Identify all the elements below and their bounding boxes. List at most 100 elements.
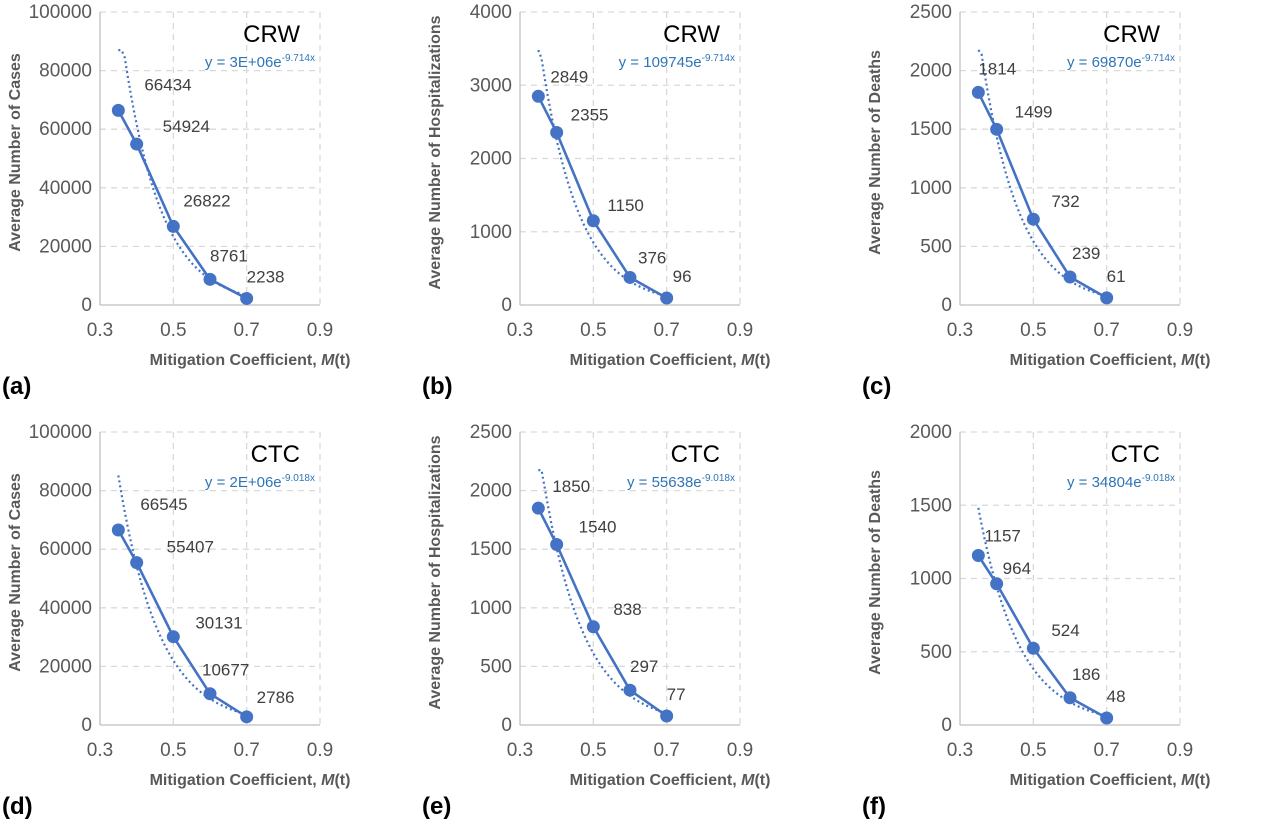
data-point: [240, 710, 254, 724]
data-point: [623, 270, 637, 284]
y-tick-label: 0: [81, 715, 92, 736]
data-label: 186: [1072, 665, 1100, 684]
panel-letter: (e): [422, 793, 451, 820]
data-label: 376: [638, 248, 666, 267]
panel-letter: (a): [2, 373, 31, 400]
y-tick-label: 1000: [470, 222, 512, 243]
y-tick-label: 4000: [470, 2, 512, 23]
x-tick-label: 0.9: [1167, 740, 1193, 761]
trendline-equation: y = 2E+06e-9.018x: [205, 473, 315, 491]
y-tick-label: 40000: [39, 598, 92, 619]
y-axis-title: Average Number of Deaths: [867, 470, 884, 675]
data-point: [1100, 711, 1114, 725]
y-tick-label: 60000: [39, 539, 92, 560]
x-tick-label: 0.5: [160, 740, 186, 761]
x-tick-label: 0.7: [653, 740, 679, 761]
x-tick-label: 0.9: [307, 740, 333, 761]
trendline-equation: y = 3E+06e-9.714x: [205, 53, 315, 71]
x-tick-label: 0.7: [1093, 320, 1119, 341]
x-axis-title: Mitigation Coefficient, M(t): [1010, 772, 1211, 789]
x-tick-label: 0.7: [233, 320, 259, 341]
trendline-equation: y = 34804e-9.018x: [1067, 473, 1175, 491]
data-label: 48: [1107, 687, 1126, 706]
x-axis-title: Mitigation Coefficient, M(t): [570, 772, 771, 789]
data-label: 1150: [607, 196, 644, 215]
chart-panel-a: 0 20000 40000 60000 80000 100000 0.3 0.5 0.7 0.9 M…: [2, 2, 350, 400]
y-axis-title: Average Number of Hospitalizations: [427, 435, 444, 709]
y-tick-label: 100000: [29, 2, 92, 23]
data-point: [531, 501, 545, 515]
y-tick-label: 2000: [470, 149, 512, 170]
y-tick-label: 80000: [39, 61, 92, 82]
y-axis-title: Average Number of Deaths: [867, 50, 884, 255]
gridlines: [520, 11, 741, 305]
y-axis-title: Average Number of Cases: [7, 53, 24, 252]
data-point: [586, 214, 600, 228]
y-tick-label: 2000: [470, 481, 512, 502]
data-label: 30131: [195, 614, 242, 633]
y-tick-label: 60000: [39, 119, 92, 140]
panel-tag: CRW: [243, 21, 300, 48]
panel-letter: (c): [862, 373, 891, 400]
data-label: 55407: [167, 538, 214, 557]
exponential-trendline: [117, 475, 247, 716]
data-point: [111, 103, 125, 117]
data-point: [971, 548, 985, 562]
data-label: 2355: [571, 105, 609, 124]
data-label: 1157: [984, 526, 1021, 545]
data-point: [111, 523, 125, 537]
data-label: 8761: [210, 246, 248, 265]
y-tick-label: 500: [920, 236, 952, 257]
x-tick-label: 0.3: [507, 320, 533, 341]
data-label: 66434: [144, 75, 191, 94]
y-tick-label: 20000: [39, 236, 92, 257]
x-tick-label: 0.5: [160, 320, 186, 341]
data-label: 77: [667, 685, 686, 704]
data-label: 297: [630, 657, 658, 676]
y-tick-label: 1000: [910, 178, 952, 199]
data-point: [550, 125, 564, 139]
x-tick-label: 0.3: [507, 740, 533, 761]
data-label: 1540: [579, 518, 617, 537]
data-point: [990, 122, 1004, 136]
data-point: [203, 272, 217, 286]
x-axis-title: Mitigation Coefficient, M(t): [570, 352, 771, 369]
trendline-equation: y = 55638e-9.018x: [627, 473, 735, 491]
x-tick-label: 0.3: [87, 320, 113, 341]
chart-panel-b: 0 1000 2000 3000 4000 0.3 0.5 0.7 0.9 Mitigation …: [422, 2, 771, 400]
data-point: [166, 219, 180, 233]
data-point: [586, 620, 600, 634]
data-label: 2786: [257, 688, 295, 707]
chart-panel-e: 0 500 1000 1500 2000 2500 0.3 0.5 0.7 0.9 Mitigati…: [422, 422, 771, 820]
data-point: [660, 709, 674, 723]
y-tick-label: 80000: [39, 481, 92, 502]
data-point: [1100, 291, 1114, 305]
x-tick-label: 0.9: [727, 320, 753, 341]
trendline-equation: y = 109745e-9.714x: [619, 53, 735, 71]
y-tick-label: 20000: [39, 656, 92, 677]
trendline-equation: y = 69870e-9.714x: [1067, 53, 1175, 71]
gridlines: [100, 11, 321, 305]
data-label: 964: [1003, 559, 1031, 578]
data-label: 1499: [1015, 102, 1053, 121]
data-label: 838: [613, 600, 641, 619]
x-tick-label: 0.9: [1167, 320, 1193, 341]
x-tick-label: 0.7: [1093, 740, 1119, 761]
panel-letter: (f): [862, 793, 886, 820]
y-tick-label: 1500: [910, 495, 952, 516]
data-point: [660, 291, 674, 305]
data-label: 1850: [552, 477, 590, 496]
panel-letter: (b): [422, 373, 453, 400]
data-point: [130, 137, 144, 151]
data-point: [550, 538, 564, 552]
data-point: [130, 556, 144, 570]
data-point: [203, 687, 217, 701]
panel-tag: CRW: [1103, 21, 1160, 48]
data-point: [971, 85, 985, 99]
chart-panel-f: 0 500 1000 1500 2000 0.3 0.5 0.7 0.9 Mitigation C…: [862, 422, 1211, 820]
y-tick-label: 1000: [470, 598, 512, 619]
data-label: 61: [1107, 267, 1126, 286]
y-tick-label: 500: [480, 656, 512, 677]
data-label: 732: [1051, 192, 1079, 211]
